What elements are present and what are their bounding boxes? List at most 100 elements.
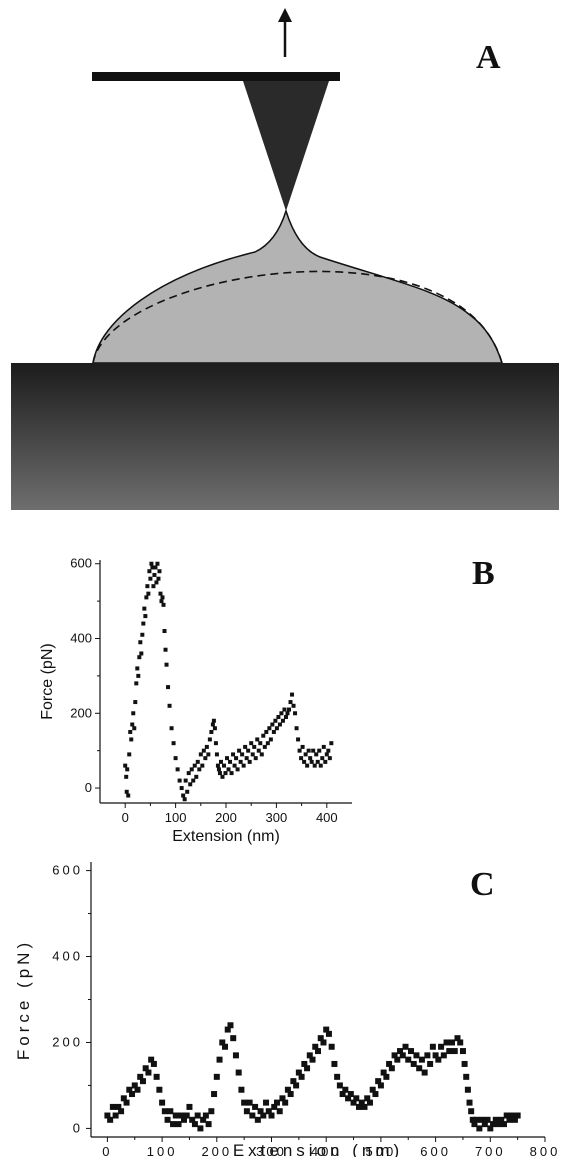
data-point [463,1073,470,1080]
data-point [212,726,217,731]
data-point [285,711,290,716]
data-point [306,1052,313,1059]
data-point [500,1121,507,1128]
data-point [399,1052,406,1059]
data-point [159,599,164,604]
data-point [321,744,326,749]
data-point [136,673,141,678]
data-point [446,1048,453,1055]
data-point [305,763,310,768]
cantilever [92,72,340,81]
data-point [197,767,202,772]
data-point [161,1108,168,1115]
data-point [490,1121,497,1128]
data-point [304,1065,311,1072]
data-point [164,1116,171,1123]
data-point [471,1121,478,1128]
data-point [197,1125,204,1132]
data-point [413,1052,420,1059]
data-point [317,1035,324,1042]
data-point [224,1026,231,1033]
data-point [134,1086,141,1093]
data-point [397,1048,404,1055]
data-point [211,1091,218,1098]
data-point [137,655,142,660]
data-point [243,1108,250,1115]
data-point [320,1039,327,1046]
y-tick-label: 200 [52,1034,83,1049]
data-point [323,1026,330,1033]
y-axis-title: Force (pN) [39,643,56,719]
data-point [182,797,187,802]
data-point [215,763,220,768]
data-point [336,1082,343,1089]
substrate [11,363,559,510]
data-point [290,692,295,697]
data-point [495,1121,502,1128]
data-point [249,1112,256,1119]
data-point [202,1112,209,1119]
data-point [416,1065,423,1072]
data-point [273,718,278,723]
data-point [109,1103,116,1110]
data-point [208,1108,215,1115]
data-point [200,1116,207,1123]
data-point [171,741,176,746]
data-point [179,786,184,791]
data-point [206,752,211,757]
data-point [366,1099,373,1106]
x-tick-label: 300 [266,810,288,825]
data-point [188,782,193,787]
afm-tip [243,81,329,211]
data-point [469,1116,476,1123]
data-point [284,1086,291,1093]
data-point [118,1108,125,1115]
data-point [405,1056,412,1063]
data-point [107,1116,114,1123]
panel-b-chart: B 0 100 200 300 400 0 200 400 600 Extension (nm) F… [39,555,495,845]
data-point [263,1099,270,1106]
data-point [246,1099,253,1106]
data-point [131,711,136,716]
data-point [112,1112,119,1119]
data-point [260,1112,267,1119]
data-point [345,1095,352,1102]
data-point [213,741,218,746]
x-tick-label: 100 [165,810,187,825]
data-point [280,718,285,723]
data-point [226,767,231,772]
data-point [254,1116,261,1123]
data-point [358,1099,365,1106]
data-point [125,767,130,772]
data-point [484,1116,491,1123]
panel-letter-a: A [476,39,501,76]
x-tick-label: 200 [201,1144,232,1157]
data-point [139,651,144,656]
y-tick-label: 200 [70,705,92,720]
data-point [323,759,328,764]
data-point [243,744,248,749]
data-point [219,1039,226,1046]
chart-b: 0 100 200 300 400 0 200 400 600 Extension (nm) For… [39,556,352,845]
data-point [155,561,160,566]
data-point [312,763,317,768]
data-point [312,1043,319,1050]
data-point [309,759,314,764]
y-tick-label: 0 [85,780,92,795]
pull-arrow-head [278,8,292,22]
data-point [204,744,209,749]
data-point [240,752,245,757]
data-point [216,767,221,772]
data-point [468,1108,475,1115]
data-point [220,774,225,779]
data-point [509,1112,516,1119]
data-point [353,1095,360,1102]
data-point [124,774,129,779]
x-tick-label: 400 [316,810,338,825]
y-tick-label: 400 [70,631,92,646]
data-point [181,793,186,798]
data-point [175,767,180,772]
data-point [169,726,174,731]
data-point [331,1060,338,1067]
data-point [183,778,188,783]
